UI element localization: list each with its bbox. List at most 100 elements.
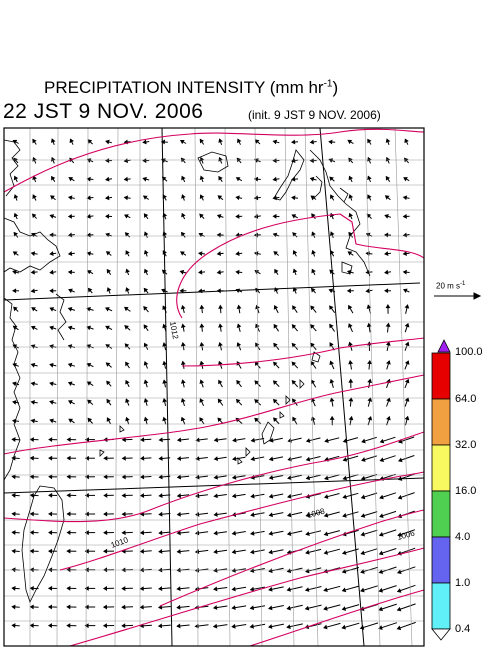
wind-vector-head — [124, 214, 129, 219]
wind-vector-head — [254, 417, 259, 423]
wind-vector-head — [236, 304, 242, 310]
wind-vector-head — [11, 511, 16, 517]
wind-vector-head — [67, 362, 73, 368]
wind-vector-head — [404, 415, 410, 421]
wind-vector-head — [30, 418, 36, 424]
wind-vector-head — [213, 437, 219, 443]
wind-vector-head — [198, 251, 203, 257]
wind-vector-head — [249, 623, 254, 629]
wind-vector-head — [235, 398, 241, 404]
wind-vector-head — [29, 548, 34, 554]
wind-vector-head — [398, 438, 403, 444]
wind-vector-head — [162, 379, 168, 384]
wind-vector-head — [311, 268, 316, 274]
wind-vector-head — [143, 398, 149, 403]
wind-vector-head — [310, 195, 316, 200]
wind-vector-head — [162, 342, 167, 347]
wind-vector-head — [66, 437, 71, 442]
wind-vector-head — [305, 456, 311, 462]
wind-vector-head — [69, 138, 75, 144]
wind-vector-head — [199, 156, 205, 162]
wind-vector-head — [231, 586, 236, 592]
wind-vector-head — [49, 362, 54, 368]
wind-vector-head — [397, 532, 402, 537]
wind-vector-head — [268, 512, 273, 518]
wind-vector-head — [268, 586, 273, 592]
wind-vector-head — [125, 416, 130, 422]
wind-vector-head — [249, 586, 255, 592]
wind-vector-head — [272, 398, 278, 404]
wind-vector-head — [311, 213, 316, 218]
wind-vector-head — [13, 175, 19, 181]
wind-vector-head — [86, 381, 92, 386]
wind-vector-head — [124, 325, 129, 330]
wind-vector-head — [105, 213, 110, 219]
wind-vector-head — [273, 417, 278, 422]
wind-vector-head — [272, 380, 278, 385]
wind-vector-head — [66, 548, 71, 554]
wind-vector-head — [309, 139, 315, 145]
wind-vector-head — [176, 604, 181, 610]
wind-vector-head — [348, 360, 354, 365]
wind-vector-head — [272, 176, 277, 182]
wind-vector-head — [236, 342, 242, 347]
wind-vector-head — [329, 323, 334, 329]
wind-vector-head — [84, 548, 89, 554]
wind-vector-head — [86, 344, 92, 349]
wind-vector-head — [67, 214, 72, 219]
wind-vector-head — [48, 455, 53, 461]
wind-vector-head — [12, 400, 17, 405]
wind-vector-head — [385, 322, 391, 328]
colorbar-box-100-64 — [431, 352, 451, 400]
wind-vector-head — [324, 475, 329, 481]
major-grid — [3, 127, 425, 647]
wind-vector-head — [378, 550, 384, 556]
wind-vector-head — [11, 585, 16, 591]
wind-vector-head — [68, 418, 74, 423]
wind-vector — [378, 622, 398, 629]
wind-vector-head — [396, 606, 402, 612]
wind-vector-head — [286, 531, 292, 536]
wind-vector-head — [348, 304, 353, 310]
wind-vector-head — [342, 475, 348, 481]
wind-vector-head — [236, 379, 241, 385]
wind-vector-head — [360, 475, 366, 481]
colorbar-label-16: 16.0 — [455, 485, 477, 497]
wind-vector-head — [142, 139, 147, 145]
wind-vector-head — [143, 213, 149, 218]
wind-vector-head — [403, 177, 408, 182]
wind-vector-head — [30, 344, 36, 349]
title-text: PRECIPITATION INTENSITY (mm hr — [44, 78, 324, 97]
wind-vector-head — [86, 270, 92, 275]
wind-vector — [397, 621, 416, 630]
wind-vector-head — [13, 231, 19, 237]
wind-vector-head — [287, 475, 292, 481]
wind-vector-head — [199, 379, 205, 384]
wind-vector-head — [218, 379, 223, 385]
wind-vector-head — [125, 361, 130, 367]
wind-vector-head — [216, 269, 222, 275]
wind-vector-head — [11, 474, 16, 480]
wind-vector-head — [68, 177, 74, 182]
wind-vector-head — [142, 195, 148, 200]
wind-vector-head — [341, 606, 347, 611]
wind-vector-head — [367, 397, 373, 402]
wind-vector-head — [404, 378, 410, 384]
wind-vector-head — [158, 511, 163, 517]
wind-vector-head — [102, 623, 108, 629]
wind-vector-head — [162, 360, 168, 366]
init-time: (init. 9 JST 9 NOV. 2006) — [248, 108, 381, 122]
wind-vector-head — [84, 493, 89, 498]
wind-vector-head — [84, 623, 89, 629]
wind-vector-head — [67, 269, 73, 275]
wind-vector-head — [68, 288, 73, 294]
wind-vector-head — [121, 586, 126, 591]
wind-vector-head — [48, 492, 53, 498]
wind-vector-head — [403, 288, 408, 294]
wind-vector-head — [360, 587, 365, 593]
wind-vector-head — [162, 323, 167, 329]
wind-vector-head — [158, 474, 163, 480]
wind-vector-head — [311, 231, 316, 237]
wind-vector-head — [402, 269, 407, 275]
wind-vector-head — [235, 195, 240, 201]
